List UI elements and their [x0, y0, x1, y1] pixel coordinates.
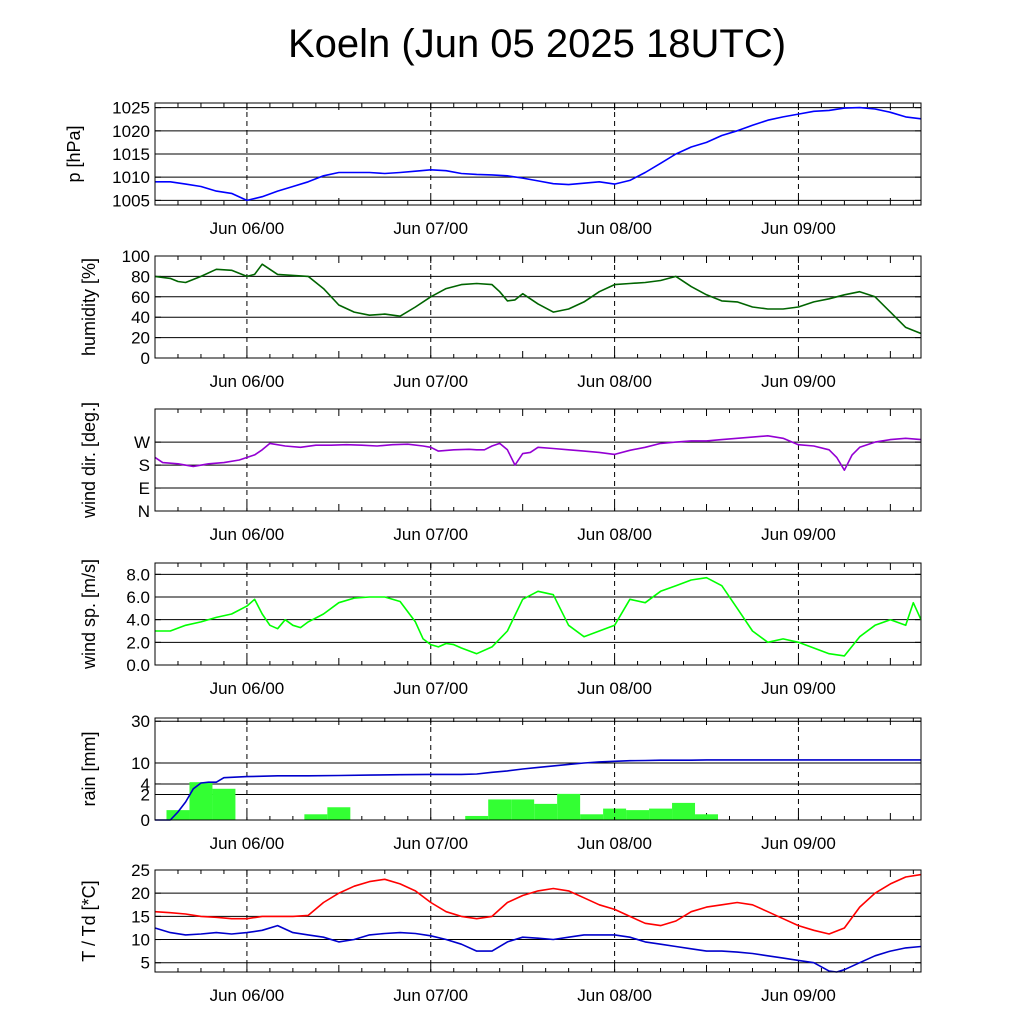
y-tick-label: 100: [122, 247, 150, 266]
series-line-T: [154, 873, 922, 935]
y-axis-label: humidity [%]: [79, 258, 99, 356]
y-tick-label: 60: [131, 288, 150, 307]
panel-5: 0 24 10 30 Jun 06/00 Jun 07/00 Jun 08/00 Jun 09…: [79, 712, 922, 853]
rain-bar: [603, 808, 627, 820]
rain-bar: [695, 814, 719, 820]
rain-bar: [304, 814, 328, 820]
y-axis-label: rain [mm]: [79, 731, 99, 806]
y-tick-label: 40: [131, 308, 150, 327]
panel-6: 5 10 15 20 25 Jun 06/00 Jun 07/00 Jun 08/00 Jun …: [79, 861, 922, 1005]
y-tick-label: 6.0: [126, 588, 150, 607]
x-tick-label: Jun 08/00: [577, 372, 652, 391]
x-tick-label: Jun 06/00: [210, 219, 285, 238]
rain-bar: [580, 814, 604, 820]
y-tick-label: 4.0: [126, 611, 150, 630]
x-tick-label: Jun 06/00: [210, 525, 285, 544]
rain-bar: [189, 782, 213, 820]
y-axis-label: T / Td [*C]: [79, 880, 99, 961]
rain-bar: [166, 810, 190, 820]
y-tick-label: 30: [131, 712, 150, 731]
x-tick-label: Jun 08/00: [577, 834, 652, 853]
series-line-1: [154, 434, 922, 472]
x-tick-label: Jun 07/00: [393, 679, 468, 698]
x-tick-label: Jun 08/00: [577, 219, 652, 238]
x-tick-label: Jun 09/00: [761, 219, 836, 238]
series-line-1: [155, 576, 922, 657]
x-tick-label: Jun 09/00: [761, 372, 836, 391]
series-line-1: [155, 106, 922, 202]
y-tick-label: 1025: [112, 99, 150, 118]
y-tick-label: 1020: [112, 122, 150, 141]
x-tick-label: Jun 06/00: [210, 372, 285, 391]
y-tick-label: 80: [131, 267, 150, 286]
plot-frame: [154, 562, 922, 666]
rain-bar: [626, 810, 650, 820]
y-tick-label: N: [138, 502, 150, 521]
y-tick-label: 0: [141, 349, 150, 368]
x-tick-label: Jun 09/00: [761, 525, 836, 544]
x-tick-label: Jun 08/00: [577, 986, 652, 1005]
plot-frame: [154, 408, 922, 512]
y-tick-label: S: [139, 456, 150, 475]
rain-bar: [534, 803, 558, 820]
rain-bar: [649, 808, 673, 820]
y-tick-label: 10: [131, 754, 150, 773]
plot-frame: [154, 717, 922, 821]
x-tick-label: Jun 09/00: [761, 679, 836, 698]
x-tick-label: Jun 08/00: [577, 525, 652, 544]
y-tick-label: 0.0: [126, 656, 150, 675]
x-tick-label: Jun 08/00: [577, 679, 652, 698]
x-tick-label: Jun 07/00: [393, 986, 468, 1005]
x-tick-label: Jun 09/00: [761, 986, 836, 1005]
y-axis-label: wind dir. [deg.]: [79, 402, 99, 519]
y-tick-label: 20: [131, 884, 150, 903]
rain-bar: [212, 788, 236, 820]
y-tick-label: 1010: [112, 168, 150, 187]
y-tick-label: 20: [131, 329, 150, 348]
chart-title: Koeln (Jun 05 2025 18UTC): [287, 22, 787, 66]
y-tick-label: W: [134, 433, 150, 452]
y-tick-label: 2.0: [126, 633, 150, 652]
rain-bar: [511, 799, 535, 820]
y-tick-label: 25: [131, 861, 150, 880]
panel-1: 1005 1010 1015 1020 1025 Jun 06/00 Jun 07/00 Ju…: [64, 99, 922, 238]
plot-frame: [154, 869, 922, 973]
rain-bar: [557, 793, 581, 820]
series-line-1: [154, 263, 922, 335]
y-tick-label: 0: [141, 811, 150, 830]
plot-frame: [154, 255, 922, 359]
x-tick-label: Jun 06/00: [210, 834, 285, 853]
y-axis-label: p [hPa]: [64, 125, 84, 182]
x-tick-label: Jun 07/00: [393, 525, 468, 544]
x-tick-label: Jun 06/00: [210, 679, 285, 698]
y-tick-label: 1015: [112, 145, 150, 164]
y-tick-label: 2: [141, 786, 150, 805]
x-tick-label: Jun 07/00: [393, 219, 468, 238]
panel-4: 0.0 2.0 4.0 6.0 8.0 Jun 06/00 Jun 07/00 Jun 08/…: [79, 559, 922, 698]
y-tick-label: E: [139, 479, 150, 498]
series-line-1: [155, 759, 921, 821]
x-tick-label: Jun 09/00: [761, 834, 836, 853]
y-tick-label: 1005: [112, 191, 150, 210]
y-axis-label: wind sp. [m/s]: [79, 559, 99, 670]
x-tick-label: Jun 07/00: [393, 834, 468, 853]
rain-bar: [327, 807, 351, 820]
rain-bar: [672, 802, 696, 820]
y-tick-label: 5: [141, 954, 150, 973]
rain-bar: [488, 799, 512, 820]
y-tick-label: 8.0: [126, 565, 150, 584]
x-tick-label: Jun 07/00: [393, 372, 468, 391]
x-tick-label: Jun 06/00: [210, 986, 285, 1005]
y-tick-label: 10: [131, 931, 150, 950]
y-tick-label: 15: [131, 907, 150, 926]
series-line-Td: [154, 924, 922, 973]
plot-frame: [154, 102, 922, 206]
y-tick-label: 4: [141, 775, 150, 794]
rain-bar: [465, 815, 489, 820]
